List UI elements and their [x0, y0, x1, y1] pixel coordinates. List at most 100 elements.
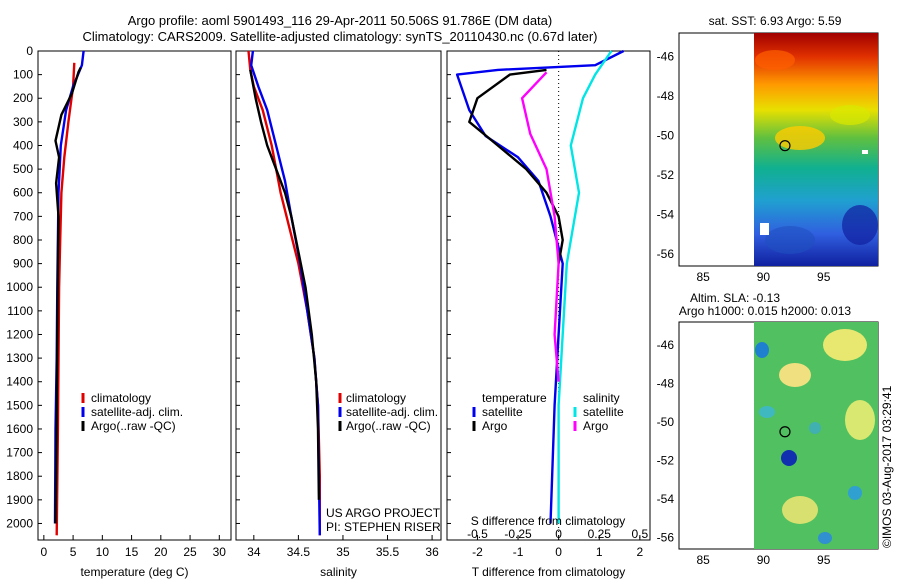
x-axis-label: T difference from climatology	[472, 565, 626, 579]
y-tick-label: 2000	[6, 516, 33, 530]
sst-map: sat. SST: 6.93 Argo: 5.59	[678, 14, 879, 267]
x-tick-label: 35	[336, 545, 350, 559]
y-tick-label: 1800	[6, 469, 33, 483]
x-tick-label: -1	[513, 545, 524, 559]
map-x-tick-label: 90	[757, 270, 771, 284]
imos-credit: ©IMOS 03-Aug-2017 03:29:41	[880, 385, 894, 548]
sst-missing-data	[760, 223, 769, 235]
y-tick-label: 400	[13, 138, 33, 152]
argo-float-marker	[779, 140, 791, 152]
project-annotation: US ARGO PROJECT	[326, 506, 441, 520]
salinity-legend: climatology satellite-adj. clim. Argo(..…	[326, 391, 441, 534]
series-line-argo-raw-qc-	[54, 66, 82, 524]
map-y-tick-label: -46	[657, 50, 675, 64]
x-tick-label: 35.5	[376, 545, 400, 559]
map-x-tick-label: 90	[757, 553, 771, 567]
y-tick-label: 1100	[7, 304, 33, 318]
map-y-tick-label: -56	[657, 247, 675, 261]
sla-low-patch	[759, 406, 775, 418]
temperature-legend: climatology satellite-adj. clim. Argo(..…	[81, 391, 183, 433]
map-y-tick-label: -54	[657, 492, 675, 506]
y-tick-label: 1400	[6, 375, 33, 389]
legend-label-climatology: climatology	[346, 391, 406, 405]
argo-float-marker	[779, 426, 791, 438]
y-tick-label: 600	[13, 186, 33, 200]
sst-heatmap	[754, 33, 878, 266]
x-tick-label: 2	[637, 545, 644, 559]
sla-high-patch	[779, 363, 811, 387]
x-axis-label: salinity	[320, 565, 357, 579]
sst-warm-patch	[775, 126, 825, 150]
map-y-tick-label: -46	[657, 338, 675, 352]
sla-map-title-1: Altim. SLA: -0.13	[690, 291, 780, 305]
x-tick-label: 0	[41, 545, 48, 559]
sla-low-patch	[809, 422, 821, 434]
sla-low-patch	[818, 532, 832, 544]
y-tick-label: 1500	[6, 398, 33, 412]
s-tick-label: 0.25	[588, 527, 612, 541]
y-tick-label: 200	[13, 91, 33, 105]
series-line-s-satellite	[557, 50, 613, 524]
legend-label-argo: Argo(..raw -QC)	[346, 419, 431, 433]
x-tick-label: -2	[472, 545, 483, 559]
sst-warm-patch	[830, 105, 870, 125]
sla-low-patch	[781, 450, 797, 466]
sst-cool-patch	[842, 205, 878, 245]
series-line-climatology	[247, 50, 321, 536]
sla-low-patch	[848, 486, 862, 500]
sla-map: Altim. SLA: -0.13 Argo h1000: 0.015 h200…	[678, 291, 879, 550]
x-tick-label: 15	[125, 545, 139, 559]
map-y-tick-label: -48	[657, 89, 675, 103]
s-tick-label: -0.25	[504, 527, 532, 541]
y-tick-label: 900	[13, 257, 33, 271]
sst-warm-patch	[755, 50, 795, 70]
s-tick-label: 0.5	[632, 527, 649, 541]
sst-map-title: sat. SST: 6.93 Argo: 5.59	[709, 14, 842, 28]
title-line-2: Climatology: CARS2009. Satellite-adjuste…	[83, 29, 598, 44]
y-tick-label: 0	[26, 44, 33, 58]
legend-label-s-argo: Argo	[583, 419, 609, 433]
series-line-s-argo	[520, 71, 560, 382]
x-tick-label: 0	[555, 545, 562, 559]
x-tick-label: 1	[596, 545, 603, 559]
map-x-tick-label: 95	[817, 553, 831, 567]
map-y-tick-label: -54	[657, 208, 675, 222]
legend-header-salinity: salinity	[583, 391, 620, 405]
x-axis-label: temperature (deg C)	[80, 565, 188, 579]
map-y-tick-label: -50	[657, 415, 675, 429]
map-y-tick-label: -48	[657, 377, 675, 391]
map-x-tick-label: 85	[696, 270, 710, 284]
map-y-tick-label: -50	[657, 129, 675, 143]
x-tick-label: 5	[70, 545, 77, 559]
x-tick-label: 30	[213, 545, 227, 559]
sla-heatmap	[754, 322, 878, 549]
legend-label-t-argo: Argo	[482, 419, 508, 433]
y-tick-label: 1200	[6, 327, 33, 341]
s-difference-axis-label: S difference from climatology	[471, 514, 626, 528]
map-y-tick-label: -52	[657, 454, 675, 468]
sla-high-patch	[845, 400, 875, 440]
legend-label-climatology: climatology	[91, 391, 151, 405]
legend-label-s-satellite: satellite	[583, 405, 624, 419]
x-tick-label: 34	[247, 545, 261, 559]
sst-cool-patch	[765, 226, 815, 254]
s-tick-label: -0.5	[467, 527, 488, 541]
series-line-argo-raw-qc-	[249, 69, 321, 500]
x-tick-label: 34.5	[287, 545, 311, 559]
y-tick-label: 1300	[6, 351, 33, 365]
y-tick-label: 1900	[6, 493, 33, 507]
y-tick-label: 500	[13, 162, 33, 176]
salinity-panel-frame	[235, 50, 442, 541]
map-x-tick-label: 85	[696, 553, 710, 567]
sst-missing-data	[862, 150, 868, 154]
map-y-tick-label: -52	[657, 168, 675, 182]
y-tick-label: 1700	[6, 446, 33, 460]
sla-map-title-2: Argo h1000: 0.015 h2000: 0.013	[679, 304, 851, 318]
temperature-panel-frame	[37, 50, 232, 541]
difference-panel-frame	[446, 50, 651, 541]
legend-header-temperature: temperature	[482, 391, 547, 405]
sla-high-patch	[823, 329, 867, 361]
series-line-t-argo	[468, 68, 564, 264]
sla-low-patch	[755, 342, 769, 358]
